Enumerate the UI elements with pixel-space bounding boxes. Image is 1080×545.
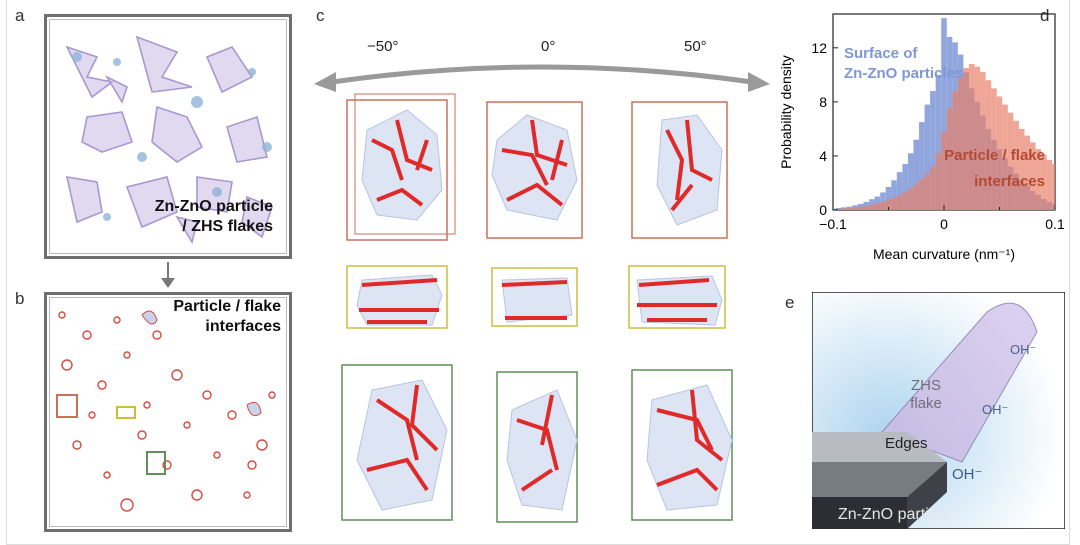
hist-bar-interface — [941, 131, 947, 210]
rotation-arrow-icon — [314, 64, 770, 92]
figure: a Zn — [6, 0, 1070, 545]
oh-label-3: OH⁻ — [952, 466, 982, 483]
y-axis-label: Probability density — [778, 55, 794, 169]
row-red-particles — [346, 93, 728, 241]
edges-label: Edges — [885, 435, 928, 452]
hist-bar-interface — [919, 178, 925, 210]
hist-bar-interface — [980, 72, 986, 210]
hist-bar-interface — [963, 68, 969, 210]
panel-a-volume: Zn-ZnO particle / ZHS flakes — [44, 14, 292, 259]
panel-b-letter: b — [15, 289, 25, 308]
hist-bar-interface — [1018, 128, 1025, 210]
hist-bar-interface — [935, 153, 942, 210]
y-tick-label: 4 — [819, 148, 827, 164]
hist-bar-interface — [852, 207, 858, 210]
y-tick-label: 8 — [819, 94, 827, 110]
hist-bar-interface — [902, 192, 908, 210]
hist-bar-interface — [1041, 154, 1047, 210]
hist-bar-interface — [880, 201, 886, 210]
hist-bar-surface — [930, 91, 936, 210]
down-arrow-icon — [161, 262, 175, 288]
hist-bar-interface — [985, 80, 992, 210]
angle-left-label: −50° — [367, 38, 399, 55]
hist-bar-interface — [874, 203, 881, 210]
panel-b-volume: Particle / flake interfaces — [44, 292, 292, 532]
hist-bar-interface — [957, 77, 964, 210]
row-green-particles — [341, 364, 733, 523]
hist-bar-surface — [902, 164, 908, 210]
hist-bar-interface — [896, 195, 903, 210]
x-axis-label: Mean curvature (nm⁻¹) — [873, 246, 1015, 262]
hist-bar-interface — [1035, 149, 1042, 210]
hist-bar-interface — [946, 108, 953, 210]
hist-bar-interface — [857, 206, 864, 210]
legend-interface-line2: interfaces — [974, 173, 1045, 190]
hist-bar-surface — [907, 153, 914, 210]
hist-bar-interface — [924, 173, 931, 210]
hist-bar-interface — [968, 64, 975, 210]
x-tick-label: −0.1 — [819, 216, 847, 232]
panel-e-schematic: ZHS flake Edges OH⁻ OH⁻ OH⁻ Zn-ZnO parti… — [812, 292, 1065, 529]
zhs-flake-shape — [881, 302, 1038, 463]
hist-bar-surface — [833, 208, 836, 210]
hist-bar-interface — [996, 96, 1003, 210]
oh-label-2: OH⁻ — [982, 402, 1008, 417]
oh-label-1: OH⁻ — [1010, 342, 1036, 357]
legend-surface-line1: Surface of — [844, 45, 918, 62]
zhs-label-line1: ZHS — [911, 377, 941, 394]
hist-bar-surface — [913, 139, 920, 210]
hist-bar-interface — [846, 207, 853, 210]
panel-e-letter: e — [785, 293, 795, 312]
flake-network-render — [65, 35, 273, 245]
zhs-label-line2: flake — [910, 395, 942, 412]
hist-bar-interface — [885, 199, 892, 210]
x-tick-label: 0 — [940, 216, 948, 232]
hist-bar-interface — [1046, 159, 1053, 210]
hist-bar-interface — [952, 91, 958, 210]
hist-bar-interface — [907, 188, 914, 210]
hist-bar-interface — [863, 205, 870, 210]
hist-bar-interface — [1007, 112, 1014, 210]
hist-bar-surface — [885, 187, 892, 210]
panel-d-letter: d — [1040, 6, 1050, 25]
hist-bar-interface — [835, 208, 842, 210]
angle-right-label: 50° — [684, 38, 707, 55]
hist-bar-surface — [919, 122, 925, 210]
particle-renders — [341, 93, 733, 523]
panel-c-letter: c — [316, 6, 325, 25]
particle-label: Zn-ZnO particle — [838, 506, 949, 523]
hist-bar-interface — [991, 88, 997, 210]
hist-bar-interface — [891, 197, 897, 210]
panel-a-label: Zn-ZnO particle / ZHS flakes — [154, 198, 273, 235]
hist-bar-surface — [935, 74, 942, 211]
hist-bar-interface — [1052, 164, 1055, 210]
hist-bar-interface — [913, 184, 920, 210]
hist-bar-surface — [896, 172, 903, 210]
hist-bar-surface — [941, 18, 947, 210]
y-tick-label: 12 — [811, 40, 827, 56]
legend-interface-line1: Particle / flake — [944, 147, 1045, 164]
hist-bar-surface — [891, 180, 897, 210]
hist-bar-interface — [974, 66, 981, 210]
angle-center-label: 0° — [541, 38, 556, 55]
hist-bar-interface — [1024, 135, 1031, 210]
y-tick-label: 0 — [819, 202, 827, 218]
hist-bar-interface — [1013, 120, 1019, 210]
hist-bar-surface — [880, 192, 886, 210]
hist-bar-interface — [841, 208, 847, 210]
row-yellow-particles — [346, 265, 726, 329]
panel-b-label: Particle / flake interfaces — [173, 298, 281, 335]
hist-bar-interface — [930, 166, 936, 210]
hist-bar-surface — [924, 104, 931, 210]
hist-bar-interface — [1030, 142, 1036, 210]
panel-a-letter: a — [15, 6, 25, 25]
hist-bar-interface — [1002, 104, 1008, 210]
x-tick-label: 0.1 — [1045, 216, 1065, 232]
interfaces-render — [56, 310, 276, 512]
hist-bar-interface — [869, 204, 875, 210]
legend-surface-line2: Zn-ZnO particles — [844, 65, 963, 82]
